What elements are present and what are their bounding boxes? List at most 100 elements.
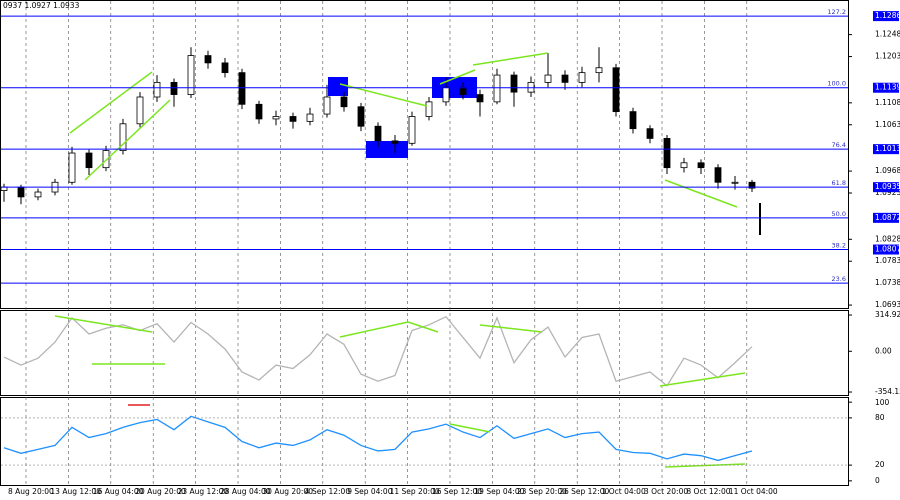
x-tick-label: 11 Oct 04:00 — [729, 487, 778, 496]
y-tick-label: 1.1248 — [875, 30, 900, 39]
candle-body — [17, 186, 25, 198]
fib-label: 38.2 — [832, 242, 846, 250]
trend-line — [407, 321, 439, 333]
candle-body — [340, 96, 348, 108]
candle-body — [493, 74, 501, 103]
candle-body — [578, 72, 586, 83]
candle-body — [357, 106, 365, 127]
fib-price-label: 1.0872 — [875, 213, 900, 222]
candle-body — [306, 113, 314, 122]
y-tick-label: 1.0923 — [875, 188, 900, 197]
candle-body — [663, 138, 671, 169]
fib-price-label: 1.0738 — [875, 278, 900, 287]
candle-body — [221, 62, 229, 74]
candle-body — [272, 116, 280, 120]
fib-label: 50.0 — [832, 210, 846, 218]
candle-body — [459, 86, 467, 95]
candle-body — [85, 152, 93, 169]
candle-body — [425, 101, 433, 117]
x-tick-label: 30 Aug 20:00 — [262, 487, 313, 496]
x-tick-label: 16 Sep 12:00 — [432, 487, 482, 496]
y-tick-label: 1.1203 — [875, 52, 900, 61]
trend-line — [54, 315, 153, 333]
x-tick-label: 26 Sep 12:00 — [559, 487, 609, 496]
candle-body — [170, 81, 178, 95]
fib-label: 61.8 — [832, 179, 846, 187]
zone-box — [328, 77, 348, 96]
trend-line — [339, 321, 409, 338]
fib-price-label: 1.1286 — [875, 11, 900, 20]
candle-body — [153, 81, 161, 98]
price-panel — [0, 0, 849, 309]
x-tick-label: 19 Sep 04:00 — [474, 487, 524, 496]
price-box — [873, 182, 899, 193]
candle-body — [0, 186, 8, 191]
y-tick-label: 1.0968 — [875, 166, 900, 175]
y-tick-label: 1.0828 — [875, 234, 900, 243]
price-box — [873, 212, 899, 223]
x-tick-label: 8 Oct 12:00 — [686, 487, 730, 496]
x-tick-label: 4 Sep 12:00 — [305, 487, 351, 496]
candle-body — [442, 86, 450, 103]
price-box — [873, 11, 899, 22]
fib-price-label: 1.1013 — [875, 144, 900, 153]
candle-body — [323, 96, 331, 115]
price-box — [873, 82, 899, 93]
fib-label: 100.0 — [827, 80, 846, 88]
x-tick-label: 13 Aug 12:00 — [50, 487, 101, 496]
x-tick-label: 9 Sep 04:00 — [347, 487, 393, 496]
y-tick-label: 1.1063 — [875, 120, 900, 129]
price-box — [873, 144, 899, 155]
candle-body — [136, 96, 144, 125]
candle-body — [714, 167, 722, 183]
fib-label: 23.6 — [832, 275, 846, 283]
trend-line — [479, 324, 543, 333]
price-box — [873, 244, 899, 255]
candle-body — [748, 181, 756, 189]
x-tick-label: 16 Aug 04:00 — [93, 487, 144, 496]
candle-body — [731, 181, 739, 184]
trend-line — [664, 463, 746, 468]
candle-body — [612, 67, 620, 113]
trend-line — [84, 99, 171, 181]
rsi-panel — [0, 397, 849, 486]
y-tick-label: 1.1108 — [875, 98, 900, 107]
candle-body — [102, 150, 110, 169]
y-tick-label: 20 — [875, 460, 885, 469]
candle-body — [68, 152, 76, 183]
candle-body — [238, 72, 246, 105]
y-tick-label: 1.0783 — [875, 256, 900, 265]
fib-price-label: 1.0807 — [875, 245, 900, 254]
candle-body — [680, 162, 688, 169]
trend-line — [449, 423, 491, 433]
candle-body — [510, 74, 518, 93]
x-tick-label: 23 Aug 12:00 — [178, 487, 229, 496]
candle-body — [374, 125, 382, 142]
candle-body — [255, 103, 263, 120]
indicator-line — [3, 315, 753, 387]
candle-body — [476, 94, 484, 103]
indicator-line — [3, 415, 753, 462]
candle-body — [187, 55, 195, 95]
fib-label: 76.4 — [832, 141, 846, 149]
x-tick-label: 20 Aug 20:00 — [135, 487, 186, 496]
candle-body — [595, 67, 603, 74]
candle-body — [391, 140, 399, 144]
x-tick-label: 1 Oct 04:00 — [602, 487, 646, 496]
x-tick-label: 8 Aug 20:00 — [8, 487, 54, 496]
y-tick-label: 314.9232 — [875, 310, 900, 319]
candle-body — [646, 128, 654, 139]
candle-body — [204, 55, 212, 64]
trend-line — [472, 52, 549, 66]
x-tick-label: 3 Oct 20:00 — [644, 487, 688, 496]
candle-body — [289, 116, 297, 122]
candle-body — [544, 74, 552, 83]
x-tick-label: 23 Sep 20:00 — [517, 487, 567, 496]
candle-body — [119, 123, 127, 152]
y-tick-label: 1.0693 — [875, 300, 900, 309]
candle-body — [34, 191, 42, 198]
candle-body — [561, 74, 569, 83]
price-header: 0937 1.0927 1.0933 — [3, 1, 80, 10]
marks — [0, 47, 756, 462]
